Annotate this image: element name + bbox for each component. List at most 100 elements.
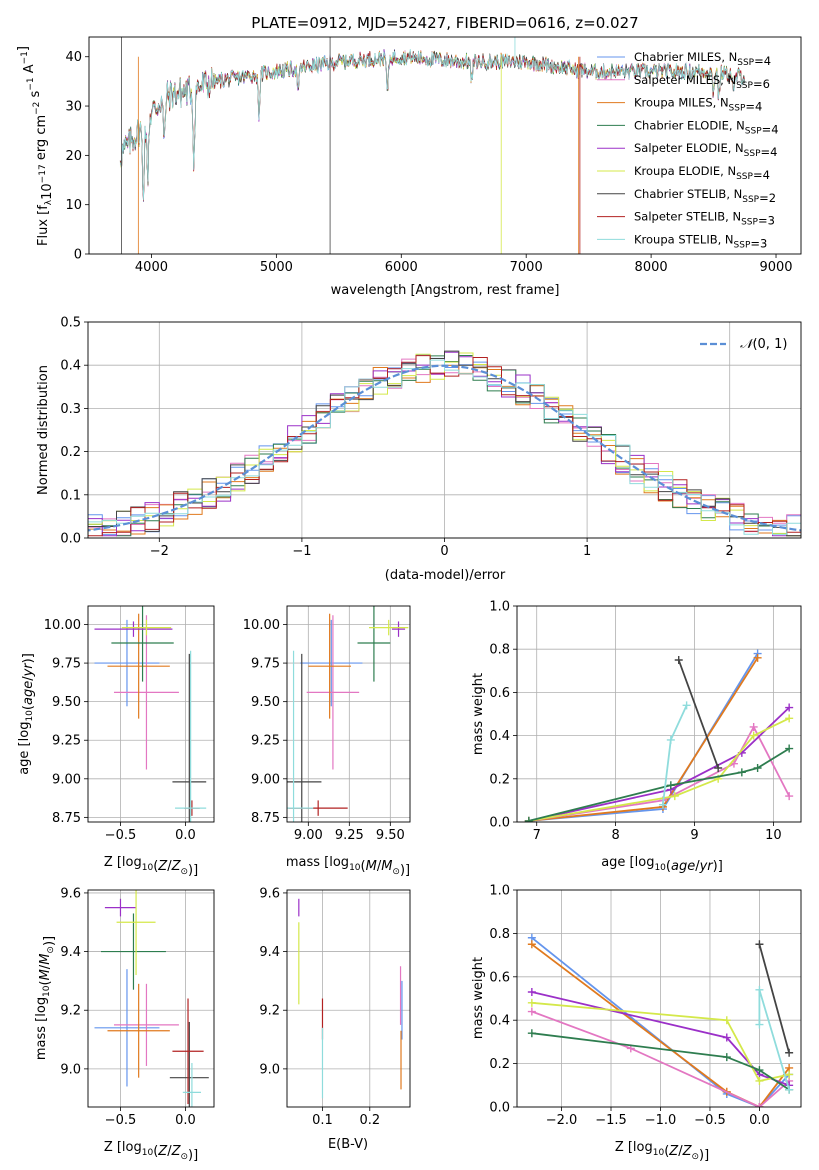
y-tick-label: 0.0	[489, 1101, 510, 1116]
y-tick-label: 9.4	[259, 945, 280, 960]
label-part: Z	[682, 1144, 693, 1159]
axes-frame	[87, 889, 215, 1108]
axes-mass_vs_Z: −0.5 0.09.09.29.49.6Z [log10(Z/Z⊙)]mass […	[34, 886, 215, 1163]
label-part: /	[678, 1144, 683, 1159]
x-axis-label: Z [log10(Z/Z⊙)]	[104, 855, 198, 878]
label-part: (	[361, 859, 366, 874]
label-part: (	[666, 859, 671, 874]
label-part: )]	[188, 863, 198, 878]
y-tick-label: 0.8	[489, 643, 510, 658]
gaussian-curve	[88, 364, 801, 532]
series-marker-kroupa_elodie	[527, 998, 536, 1007]
x-tick-label: 10	[765, 828, 782, 843]
plot-area	[94, 890, 209, 1107]
y-tick-label: 30	[65, 100, 82, 115]
label-part: (	[153, 859, 158, 874]
axes-age_vs_mass: 9.00 9.25 9.50 8.75 9.00 9.25 9.50 9.75 10.00 mas…	[243, 605, 411, 878]
x-tick-label: −0.5	[694, 1113, 726, 1128]
x-tick-label: 9.50	[376, 828, 405, 843]
series-marker-salpeter_elodie	[785, 703, 794, 712]
label-part: 10	[349, 863, 361, 873]
series-line-salpeter_elodie	[528, 706, 790, 822]
label-part: age [log	[601, 855, 654, 870]
label-part: Salpeter STELIB, N	[634, 210, 741, 224]
label-part: 10	[42, 985, 52, 997]
x-tick-label: 6000	[385, 260, 418, 275]
axes-frame	[88, 36, 802, 255]
y-tick-label: 0.0	[60, 532, 81, 547]
series-marker-chabrier_elodie	[785, 744, 794, 753]
label-part: SSP	[744, 149, 761, 159]
label-part: =4	[753, 168, 770, 182]
plot-area	[287, 606, 409, 822]
label-part: Z [log	[104, 1140, 142, 1155]
x-tick-label: 8000	[635, 260, 668, 275]
series-line-chabrier_stelib	[758, 944, 790, 1054]
label-part: Salpeter MILES, N	[634, 73, 736, 87]
x-tick-label: −1	[292, 544, 311, 559]
label-part: ⊙	[392, 867, 400, 877]
y-tick-label: 9.6	[259, 886, 280, 901]
label-part: ⊙	[180, 1152, 188, 1162]
series-marker-kroupa_stelib	[658, 800, 667, 809]
label-part: 10	[142, 863, 154, 873]
series-marker-kroupa_stelib	[682, 701, 691, 710]
x-tick-label: 7	[533, 828, 541, 843]
x-tick-label: 9	[690, 828, 698, 843]
series-marker-kroupa_stelib	[755, 985, 764, 994]
label-part: /	[38, 964, 53, 969]
y-tick-label: 0.4	[489, 1014, 510, 1029]
label-part: )]	[400, 863, 410, 878]
label-part: /	[167, 859, 172, 874]
label-part: Z	[171, 859, 182, 874]
x-tick-label: 0	[440, 544, 448, 559]
label-part: SSP	[736, 172, 753, 182]
label-part: SSP	[741, 218, 758, 228]
series-marker-salpeter_miles	[527, 1007, 536, 1016]
label-part: s	[28, 90, 43, 101]
x-tick-label: 2	[726, 544, 734, 559]
y-axis-label: Normed distribution	[36, 365, 51, 495]
label-part: Chabrier MILES, N	[634, 50, 737, 64]
series-marker-kroupa_stelib	[755, 1020, 764, 1029]
label-part: 10	[653, 1148, 665, 1158]
legend-label-kroupa_miles: Kroupa MILES, NSSP=4	[634, 96, 762, 114]
label-part: (	[153, 1144, 158, 1159]
label-part: =3	[758, 214, 775, 228]
y-axis-label: Flux [fλ10−17 erg cm−2 s−1 A−1]	[16, 46, 55, 246]
label-part: age	[21, 681, 36, 705]
label-part: ⊙	[180, 867, 188, 877]
label-part: =4	[754, 54, 771, 68]
label-part: /	[695, 859, 700, 874]
label-part: Z [log	[615, 1140, 653, 1155]
y-tick-label: 9.25	[52, 734, 81, 749]
x-axis-label: (data-model)/error	[385, 568, 506, 583]
label-part: mass [log	[34, 997, 49, 1060]
x-axis-label: E(B-V)	[328, 1137, 368, 1152]
label-part: mass [log	[286, 855, 349, 870]
series-marker-chabrier_stelib	[674, 656, 683, 664]
series-marker-kroupa_elodie	[755, 1076, 764, 1085]
label-part: 10	[654, 863, 666, 873]
x-tick-label: −2	[150, 544, 169, 559]
legend-label-salpeter_stelib: Salpeter STELIB, NSSP=3	[634, 210, 775, 228]
label-part: Z [log	[104, 855, 142, 870]
y-tick-label: 9.2	[60, 1004, 81, 1019]
label-part: SSP	[737, 58, 754, 68]
axes-frame	[286, 605, 411, 823]
series-marker-chabrier_elodie	[753, 764, 762, 772]
series-marker-kroupa_elodie	[749, 731, 758, 740]
axes-frame	[516, 605, 802, 823]
series-marker-chabrier_elodie	[524, 816, 533, 822]
label-part: λ	[44, 199, 54, 205]
x-tick-label: 9.25	[335, 828, 364, 843]
legend-label-salpeter_elodie: Salpeter ELODIE, NSSP=4	[634, 141, 777, 159]
label-part: −2	[32, 102, 42, 115]
series-marker-chabrier_elodie	[666, 781, 675, 790]
x-tick-label: −0.5	[105, 828, 137, 843]
label-part: Flux [f	[36, 205, 51, 246]
legend-label-chabrier_stelib: Chabrier STELIB, NSSP=2	[634, 187, 776, 205]
plot-area	[94, 606, 207, 822]
series-marker-chabrier_elodie	[722, 1053, 731, 1062]
